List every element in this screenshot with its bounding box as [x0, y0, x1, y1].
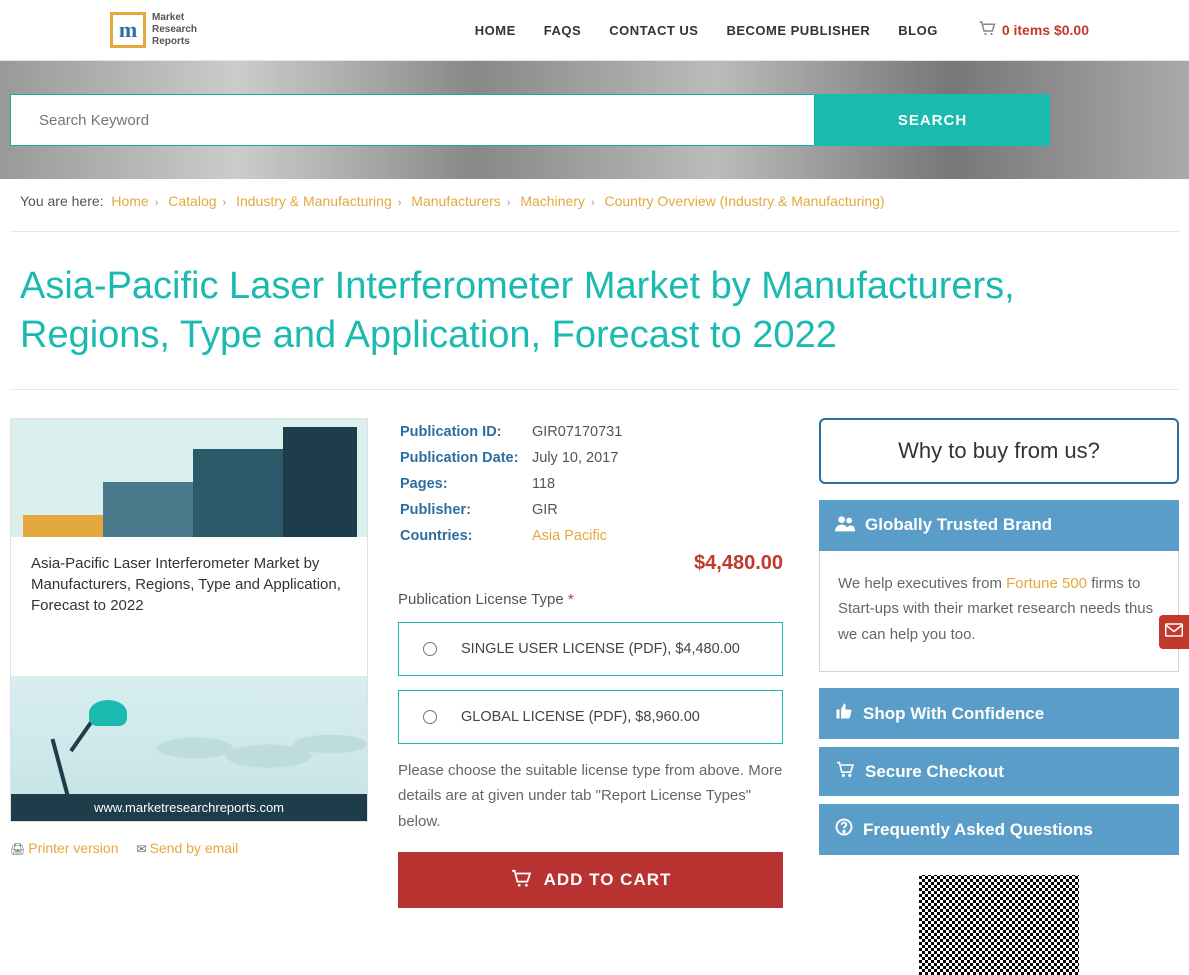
meta-value: 118: [532, 472, 781, 496]
meta-label: Publication Date:: [400, 446, 530, 470]
step-shape: [23, 515, 103, 537]
fortune-500-link[interactable]: Fortune 500: [1006, 575, 1087, 592]
meta-label: Publisher:: [400, 498, 530, 522]
license-option-global[interactable]: GLOBAL LICENSE (PDF), $8,960.00: [398, 690, 783, 744]
meta-value: GIR: [532, 498, 781, 522]
panel-shop-confidence[interactable]: Shop With Confidence: [819, 688, 1179, 739]
meta-table: Publication ID:GIR07170731 Publication D…: [398, 418, 783, 550]
license-option-label: SINGLE USER LICENSE (PDF), $4,480.00: [461, 641, 740, 657]
license-help-text: Please choose the suitable license type …: [398, 758, 783, 835]
cover-illustration-bottom: www.marketresearchreports.com: [11, 676, 367, 821]
cart-icon: [978, 20, 996, 41]
nav-home[interactable]: HOME: [475, 23, 516, 38]
panel-title: Frequently Asked Questions: [863, 820, 1093, 840]
lamp-shape: [89, 700, 127, 726]
thumbs-up-icon: [835, 702, 853, 725]
mail-tab[interactable]: [1159, 615, 1189, 649]
cart-icon: [835, 761, 855, 782]
chevron-right-icon: ›: [591, 197, 595, 209]
breadcrumb: You are here: Home › Catalog › Industry & …: [10, 179, 1179, 232]
nav-blog[interactable]: BLOG: [898, 23, 938, 38]
chevron-right-icon: ›: [223, 197, 227, 209]
details-column: Publication ID:GIR07170731 Publication D…: [398, 418, 783, 975]
add-to-cart-button[interactable]: ADD TO CART: [398, 852, 783, 908]
main-nav: HOME FAQS CONTACT US BECOME PUBLISHER BL…: [475, 23, 938, 38]
cover-url: www.marketresearchreports.com: [11, 794, 367, 821]
license-option-single[interactable]: SINGLE USER LICENSE (PDF), $4,480.00: [398, 622, 783, 676]
crumb-home[interactable]: Home: [111, 193, 148, 209]
crumb-industry[interactable]: Industry & Manufacturing: [236, 193, 392, 209]
crumb-country[interactable]: Country Overview (Industry & Manufacturi…: [605, 193, 885, 209]
search-form: SEARCH: [10, 94, 1050, 146]
panel-title: Globally Trusted Brand: [865, 515, 1052, 535]
hero-search: SEARCH: [0, 61, 1189, 179]
step-shape: [283, 427, 357, 537]
step-shape: [103, 482, 193, 537]
license-label-text: Publication License Type: [398, 591, 564, 608]
meta-label: Publication ID:: [400, 420, 530, 444]
meta-value-link[interactable]: Asia Pacific: [532, 524, 781, 548]
world-map-shape: [121, 716, 367, 796]
add-to-cart-label: ADD TO CART: [544, 870, 672, 890]
meta-label: Countries:: [400, 524, 530, 548]
chevron-right-icon: ›: [155, 197, 159, 209]
printer-link[interactable]: Printer version: [28, 840, 118, 856]
step-shape: [193, 449, 283, 537]
users-icon: [835, 514, 855, 537]
cart-icon: [510, 869, 532, 892]
envelope-icon: [1165, 623, 1183, 642]
panel-body-text: We help executives from: [838, 575, 1006, 592]
cover-actions: 🖨Printer version ✉Send by email: [10, 840, 368, 856]
cart-link[interactable]: 0 items $0.00: [978, 20, 1089, 41]
top-bar: m Market Research Reports HOME FAQS CONT…: [0, 0, 1189, 61]
search-input[interactable]: [10, 94, 815, 146]
panel-trusted-body: We help executives from Fortune 500 firm…: [819, 551, 1179, 673]
meta-value: GIR07170731: [532, 420, 781, 444]
why-buy-heading: Why to buy from us?: [819, 418, 1179, 484]
required-asterisk: *: [568, 591, 574, 608]
license-label: Publication License Type *: [398, 591, 783, 608]
page-title: Asia-Pacific Laser Interferometer Market…: [10, 262, 1179, 390]
meta-value: July 10, 2017: [532, 446, 781, 470]
panel-faq[interactable]: Frequently Asked Questions: [819, 804, 1179, 855]
meta-label: Pages:: [400, 472, 530, 496]
email-link[interactable]: Send by email: [150, 840, 239, 856]
panel-title: Secure Checkout: [865, 762, 1004, 782]
crumb-machinery[interactable]: Machinery: [520, 193, 585, 209]
logo-text: Market Research Reports: [152, 12, 197, 48]
panel-secure-checkout[interactable]: Secure Checkout: [819, 747, 1179, 796]
nav-faqs[interactable]: FAQS: [544, 23, 581, 38]
logo-line3: Reports: [152, 36, 197, 48]
cart-text: 0 items $0.00: [1002, 22, 1089, 38]
logo[interactable]: m Market Research Reports: [110, 12, 197, 48]
cover-illustration-top: [11, 419, 367, 537]
chevron-right-icon: ›: [398, 197, 402, 209]
report-cover: Asia-Pacific Laser Interferometer Market…: [10, 418, 368, 822]
content: Asia-Pacific Laser Interferometer Market…: [0, 418, 1189, 975]
license-radio-global[interactable]: [423, 710, 437, 724]
nav-contact[interactable]: CONTACT US: [609, 23, 698, 38]
price: $4,480.00: [398, 552, 783, 575]
crumb-manufacturers[interactable]: Manufacturers: [411, 193, 500, 209]
nav-publisher[interactable]: BECOME PUBLISHER: [726, 23, 870, 38]
crumb-catalog[interactable]: Catalog: [168, 193, 216, 209]
qr-code: [919, 875, 1079, 975]
panel-trusted-brand[interactable]: Globally Trusted Brand: [819, 500, 1179, 551]
logo-line1: Market: [152, 12, 197, 24]
logo-line2: Research: [152, 24, 197, 36]
license-option-label: GLOBAL LICENSE (PDF), $8,960.00: [461, 709, 700, 725]
search-button[interactable]: SEARCH: [815, 94, 1050, 146]
printer-icon: 🖨: [10, 842, 25, 856]
license-radio-single[interactable]: [423, 642, 437, 656]
sidebar-column: Why to buy from us? Globally Trusted Bra…: [819, 418, 1179, 975]
breadcrumb-label: You are here:: [20, 193, 104, 209]
email-icon: ✉: [137, 842, 147, 856]
cover-column: Asia-Pacific Laser Interferometer Market…: [10, 418, 368, 975]
chevron-right-icon: ›: [507, 197, 511, 209]
cover-title: Asia-Pacific Laser Interferometer Market…: [11, 537, 367, 676]
question-icon: [835, 818, 853, 841]
logo-mark: m: [110, 12, 146, 48]
lamp-shape: [51, 738, 70, 797]
panel-title: Shop With Confidence: [863, 704, 1044, 724]
